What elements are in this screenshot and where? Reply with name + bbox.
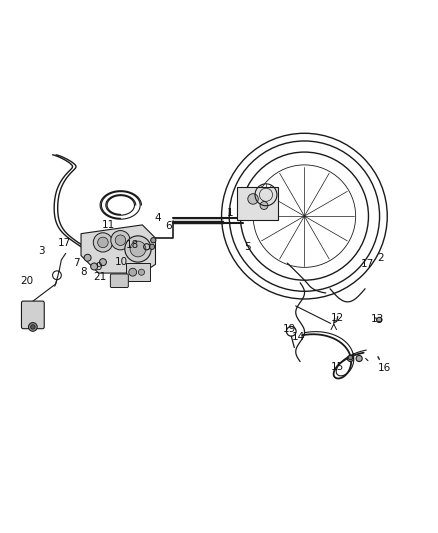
Text: 1: 1 [226,208,233,218]
Text: 5: 5 [244,242,251,252]
Circle shape [98,237,108,248]
Text: 10: 10 [115,257,128,267]
Circle shape [115,235,126,246]
Text: 9: 9 [95,262,102,271]
Text: 17: 17 [361,260,374,269]
Text: 2: 2 [378,253,385,263]
Circle shape [111,231,130,250]
FancyBboxPatch shape [237,187,278,220]
FancyBboxPatch shape [21,301,44,329]
Text: 12: 12 [331,313,344,323]
Circle shape [347,356,353,361]
Circle shape [248,193,258,204]
Circle shape [28,322,37,332]
Text: 15: 15 [331,362,344,372]
Text: 8: 8 [80,266,87,277]
Circle shape [84,254,91,261]
Text: 7: 7 [73,258,80,268]
Circle shape [31,325,35,329]
Text: 13: 13 [371,314,384,324]
Circle shape [125,236,151,262]
Circle shape [91,263,98,270]
Circle shape [348,356,353,360]
Circle shape [130,241,146,257]
Text: 18: 18 [126,240,139,251]
Circle shape [93,233,113,252]
Circle shape [99,259,106,265]
FancyBboxPatch shape [110,274,128,287]
Text: 17: 17 [58,238,71,248]
Circle shape [151,238,156,243]
Circle shape [129,268,137,276]
Circle shape [377,317,382,322]
Text: 4: 4 [154,213,161,223]
Text: 21: 21 [93,272,106,282]
Text: 16: 16 [378,363,391,373]
Polygon shape [81,225,155,273]
Text: 19: 19 [283,324,296,334]
Circle shape [138,269,145,275]
Circle shape [149,244,155,249]
Circle shape [260,201,268,209]
Text: 3: 3 [38,246,45,256]
Circle shape [356,356,362,361]
FancyBboxPatch shape [126,263,150,280]
Text: 6: 6 [165,221,172,231]
Text: 20: 20 [21,276,34,286]
Text: 11: 11 [102,220,115,230]
Text: 14: 14 [292,333,305,343]
